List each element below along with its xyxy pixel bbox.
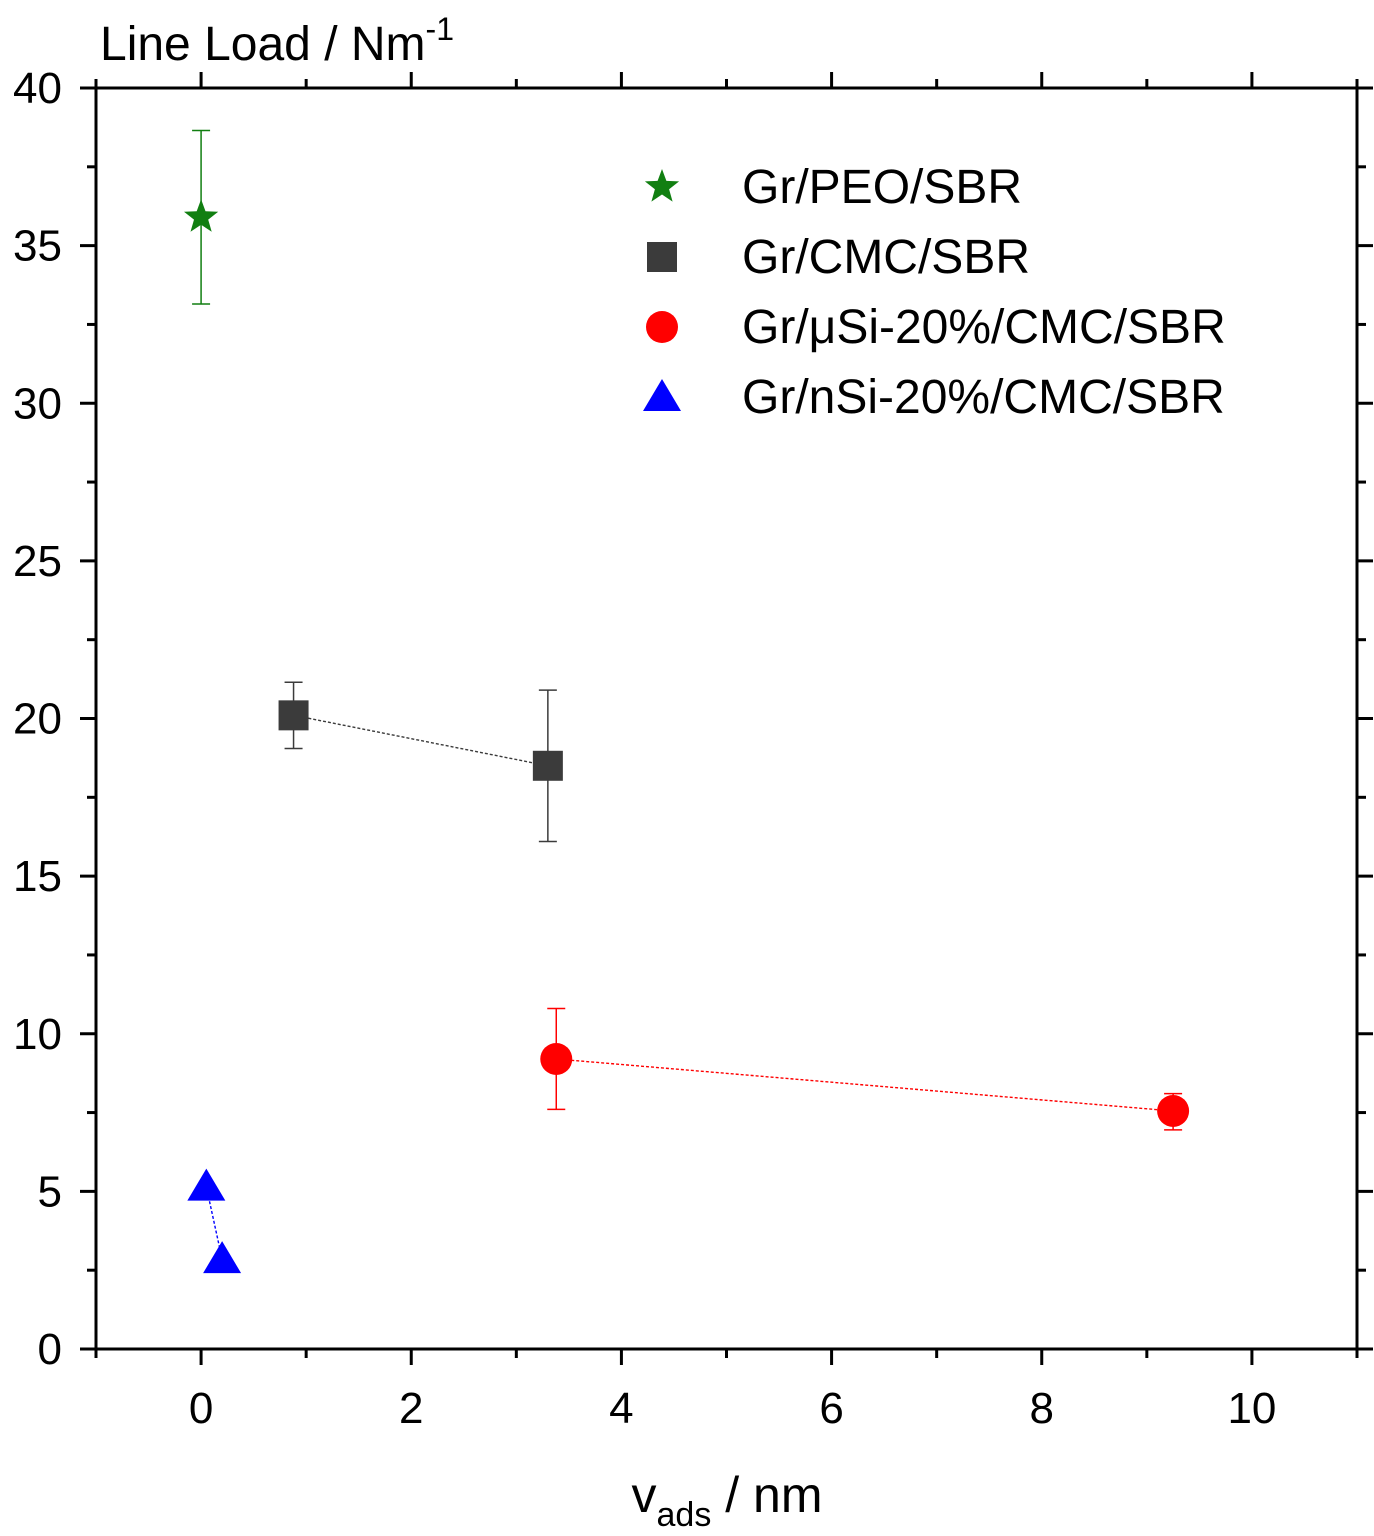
data-point: [532, 750, 563, 781]
x-axis-title-main: v: [632, 1467, 657, 1523]
data-point: [278, 700, 309, 731]
y-tick-label: 20: [13, 695, 62, 744]
y-tick-label: 40: [13, 64, 62, 113]
y-axis-title-superscript: -1: [426, 11, 454, 47]
y-tick-label: 25: [13, 537, 62, 586]
series-group: [278, 681, 563, 843]
y-axis-title-main: Line Load / Nm: [100, 18, 426, 71]
legend-label: Gr/μSi-20%/CMC/SBR: [742, 301, 1226, 354]
series-group: [540, 1007, 1190, 1131]
legend-label: Gr/nSi-20%/CMC/SBR: [742, 371, 1225, 424]
x-tick-label: 4: [609, 1384, 633, 1433]
y-tick-label: 5: [38, 1167, 62, 1216]
x-tick-label: 10: [1227, 1384, 1276, 1433]
x-axis-title-subscript: ads: [657, 1496, 712, 1534]
x-tick-label: 6: [819, 1384, 843, 1433]
y-tick-label: 0: [38, 1325, 62, 1374]
legend-marker: [644, 169, 680, 202]
y-tick-label: 30: [13, 379, 62, 428]
y-axis-title: Line Load / Nm-1: [100, 11, 454, 71]
data-point: [184, 199, 219, 232]
x-tick-label: 0: [189, 1384, 213, 1433]
legend-label: Gr/CMC/SBR: [742, 231, 1030, 284]
legend: Gr/PEO/SBR Gr/CMC/SBR Gr/μSi-20%/CMC/SBR Gr…: [643, 161, 1226, 424]
series-group: [187, 1168, 242, 1274]
y-tick-label: 35: [13, 222, 62, 271]
axes-layer: 0 2 4 6 8 10 0 5 10 15 20 25 30 35 40: [13, 64, 1373, 1433]
series-connector-line: [556, 1058, 1174, 1112]
data-point: [1157, 1094, 1190, 1127]
x-axis-title-unit: / nm: [711, 1467, 822, 1523]
data-point: [540, 1042, 573, 1075]
y-tick-label: 10: [13, 1010, 62, 1059]
y-tick-label: 15: [13, 852, 62, 901]
legend-label: Gr/PEO/SBR: [742, 161, 1022, 214]
x-tick-label: 8: [1030, 1384, 1054, 1433]
data-point: [187, 1168, 226, 1201]
x-axis-title: vads / nm: [632, 1467, 823, 1534]
legend-marker: [643, 379, 681, 411]
data-layer: [184, 129, 1190, 1274]
series-connector-line: [293, 714, 549, 767]
x-tick-label: 2: [399, 1384, 423, 1433]
data-point: [203, 1241, 242, 1274]
legend-marker: [647, 242, 677, 272]
legend-marker: [646, 311, 678, 343]
series-group: [184, 129, 219, 305]
